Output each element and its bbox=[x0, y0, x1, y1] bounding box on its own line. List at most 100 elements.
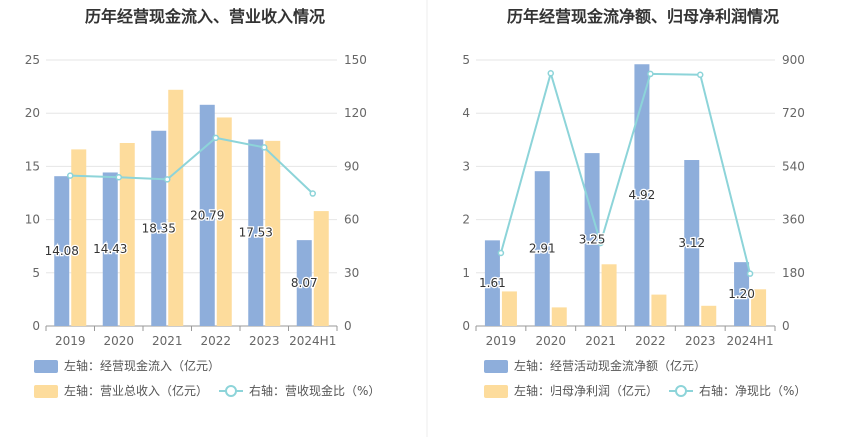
bar-data-label: 1.20 bbox=[728, 287, 755, 301]
bar-secondary bbox=[71, 149, 87, 326]
right-axis-tick-label: 120 bbox=[344, 106, 367, 120]
right-axis-tick-label: 60 bbox=[344, 213, 359, 227]
bar-secondary bbox=[265, 140, 281, 326]
x-axis-tick-label: 2023 bbox=[685, 334, 716, 348]
x-axis-tick-label: 2020 bbox=[535, 334, 566, 348]
bar-primary bbox=[102, 172, 118, 326]
bar-data-label: 14.43 bbox=[93, 242, 127, 256]
legend-swatch bbox=[484, 360, 508, 373]
x-axis-tick-label: 2019 bbox=[55, 334, 86, 348]
bar-primary bbox=[199, 104, 215, 326]
legend-line-marker bbox=[675, 385, 687, 397]
line-series-path bbox=[499, 69, 752, 274]
chart-panel-cash-inflow: 历年经营现金流入、营业收入情况 0 0 5 30 10 60 15 90 20 120 25 150 20… bbox=[25, 7, 380, 398]
x-axis-tick-label: 2019 bbox=[486, 334, 517, 348]
bar-data-label: 2.91 bbox=[529, 242, 556, 256]
line-point bbox=[212, 134, 219, 142]
bar-secondary bbox=[216, 117, 232, 327]
right-axis-tick-label: 0 bbox=[782, 319, 790, 333]
right-axis-tick-label: 0 bbox=[344, 319, 352, 333]
right-axis-tick-label: 720 bbox=[782, 106, 805, 120]
bar-secondary bbox=[701, 305, 717, 326]
legend-swatch bbox=[34, 360, 58, 373]
bar-data-label: 3.25 bbox=[579, 233, 606, 247]
line-series-path bbox=[70, 136, 314, 195]
chart-title: 历年经营现金流入、营业收入情况 bbox=[85, 7, 325, 26]
bar-primary bbox=[634, 64, 650, 327]
bar-secondary bbox=[501, 291, 517, 326]
right-axis-tick-label: 90 bbox=[344, 159, 359, 173]
bar-primary bbox=[248, 139, 264, 326]
right-axis-tick-label: 540 bbox=[782, 159, 805, 173]
left-axis-tick-label: 4 bbox=[462, 106, 470, 120]
bar-secondary bbox=[601, 264, 617, 326]
legend-swatch bbox=[484, 385, 508, 398]
right-axis-tick-label: 900 bbox=[782, 53, 805, 67]
left-axis-tick-label: 2 bbox=[462, 213, 470, 227]
legend-label: 左轴：营业总收入（亿元） bbox=[64, 383, 208, 398]
left-axis-tick-label: 15 bbox=[25, 159, 40, 173]
right-axis-tick-label: 150 bbox=[344, 53, 367, 67]
left-axis-tick-label: 25 bbox=[25, 53, 40, 67]
bar-primary bbox=[484, 240, 500, 326]
legend-swatch bbox=[34, 385, 58, 398]
line-point bbox=[697, 71, 704, 79]
x-axis-tick-label: 2021 bbox=[152, 334, 183, 348]
line-point bbox=[497, 249, 505, 257]
bar-data-label: 17.53 bbox=[239, 226, 273, 240]
bar-data-label: 4.92 bbox=[629, 188, 656, 202]
line-point bbox=[597, 239, 604, 247]
chart-title: 历年经营现金流净额、归母净利润情况 bbox=[507, 7, 779, 26]
line-point bbox=[261, 144, 268, 151]
chart-panel-net-cash-flow: 历年经营现金流净额、归母净利润情况 0 0 1 180 2 360 3 540 4 720 5 900 2… bbox=[462, 7, 806, 398]
bar-data-label: 18.35 bbox=[142, 221, 176, 235]
left-axis-tick-label: 5 bbox=[32, 266, 40, 280]
bar-data-label: 3.12 bbox=[678, 236, 705, 250]
bar-primary bbox=[296, 240, 312, 326]
bar-data-label: 1.61 bbox=[479, 276, 506, 290]
legend-label: 右轴：营收现金比（%） bbox=[249, 383, 380, 398]
line-point bbox=[67, 172, 74, 179]
bar-primary bbox=[684, 160, 700, 326]
line-point bbox=[164, 176, 171, 183]
x-axis-tick-label: 2020 bbox=[103, 334, 134, 348]
line-point bbox=[309, 190, 316, 197]
left-axis-tick-label: 10 bbox=[25, 213, 40, 227]
left-axis-tick-label: 20 bbox=[25, 106, 40, 120]
bar-secondary bbox=[313, 211, 329, 326]
legend-label: 左轴：归母净利润（亿元） bbox=[514, 383, 658, 398]
line-point bbox=[115, 173, 122, 181]
x-axis-tick-label: 2024H1 bbox=[289, 334, 336, 348]
legend-label: 右轴：净现比（%） bbox=[699, 383, 806, 398]
x-axis-tick-label: 2022 bbox=[200, 334, 231, 348]
legend-line-marker bbox=[225, 385, 237, 397]
bar-data-label: 8.07 bbox=[291, 276, 318, 290]
left-axis-tick-label: 0 bbox=[32, 319, 40, 333]
bar-data-label: 14.08 bbox=[45, 244, 79, 258]
bar-secondary bbox=[168, 89, 184, 327]
left-axis-tick-label: 3 bbox=[462, 159, 470, 173]
bar-secondary bbox=[751, 289, 767, 326]
x-axis-tick-label: 2023 bbox=[249, 334, 280, 348]
legend-label: 左轴：经营现金流入（亿元） bbox=[64, 358, 220, 373]
bar-primary bbox=[734, 262, 750, 326]
legend-label: 左轴：经营活动现金流净额（亿元） bbox=[514, 358, 706, 373]
left-axis-tick-label: 5 bbox=[462, 53, 470, 67]
x-axis-tick-label: 2022 bbox=[635, 334, 666, 348]
right-axis-tick-label: 360 bbox=[782, 213, 805, 227]
bar-data-label: 20.79 bbox=[190, 208, 224, 222]
left-axis-tick-label: 0 bbox=[462, 319, 470, 333]
bar-secondary bbox=[119, 142, 135, 326]
x-axis-tick-label: 2024H1 bbox=[726, 334, 773, 348]
x-axis-tick-label: 2021 bbox=[585, 334, 616, 348]
left-axis-tick-label: 1 bbox=[462, 266, 470, 280]
bar-secondary bbox=[651, 294, 667, 326]
right-axis-tick-label: 30 bbox=[344, 266, 359, 280]
bar-primary bbox=[584, 153, 600, 326]
line-point bbox=[547, 70, 554, 77]
right-axis-tick-label: 180 bbox=[782, 266, 805, 280]
bar-primary bbox=[54, 176, 70, 326]
bar-secondary bbox=[551, 307, 567, 326]
bar-primary bbox=[534, 171, 550, 326]
